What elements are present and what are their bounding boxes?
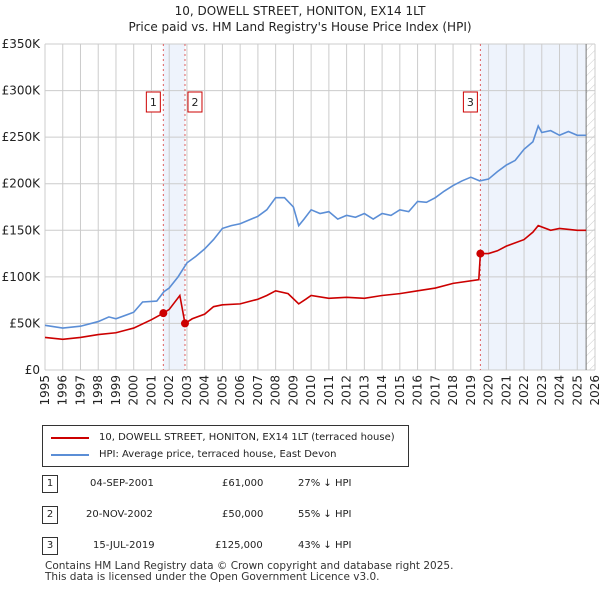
sale-point <box>476 249 485 258</box>
transaction-hpi: 43% ↓ HPI <box>298 540 352 551</box>
transaction-price: £125,000 <box>215 540 263 551</box>
x-tick-label: 2014 <box>375 375 389 406</box>
x-tick-label: 2015 <box>393 375 407 406</box>
y-tick-label: £350K <box>2 37 42 51</box>
x-tick-label: 2009 <box>286 375 300 406</box>
legend: 10, DOWELL STREET, HONITON, EX14 1LT (te… <box>42 425 409 467</box>
x-tick-label: 2006 <box>233 375 247 406</box>
x-tick-label: 2017 <box>428 375 442 406</box>
sale-point <box>180 319 189 328</box>
chart-title: 10, DOWELL STREET, HONITON, EX14 1LT <box>174 4 426 18</box>
legend-label: 10, DOWELL STREET, HONITON, EX14 1LT (te… <box>99 432 395 443</box>
y-tick-label: £300K <box>2 84 42 98</box>
x-tick-label: 2011 <box>322 375 336 406</box>
sale-label-box <box>187 91 203 113</box>
legend-swatch <box>51 436 89 439</box>
legend-swatch <box>51 453 89 456</box>
transaction-number: 2 <box>42 506 58 524</box>
x-tick-label: 2024 <box>553 375 567 406</box>
transaction-price: £61,000 <box>222 478 264 489</box>
series-line <box>44 123 587 329</box>
x-tick-label: 2026 <box>588 375 600 406</box>
transaction-date: 20-NOV-2002 <box>86 509 153 520</box>
legend-item-property: 10, DOWELL STREET, HONITON, EX14 1LT (te… <box>51 432 395 443</box>
x-tick-label: 2008 <box>269 375 283 406</box>
x-tick-label: 2022 <box>517 375 531 406</box>
x-tick-label: 1997 <box>73 375 87 406</box>
legend-label: HPI: Average price, terraced house, East… <box>99 449 337 460</box>
x-tick-label: 2005 <box>215 375 229 406</box>
transaction-date: 04-SEP-2001 <box>90 478 154 489</box>
x-tick-label: 1998 <box>91 375 105 406</box>
footer-copyright: Contains HM Land Registry data © Crown c… <box>45 560 454 572</box>
transaction-price: £50,000 <box>222 509 264 520</box>
y-tick-label: £200K <box>2 177 42 191</box>
x-tick-label: 1996 <box>56 375 70 406</box>
sale-label: 2 <box>191 96 198 109</box>
x-tick-label: 2000 <box>127 375 141 406</box>
x-tick-label: 2001 <box>144 375 158 406</box>
x-tick-label: 1995 <box>38 375 52 406</box>
forecast-hatch <box>586 44 595 370</box>
shaded-period <box>480 44 587 370</box>
x-tick-label: 2012 <box>340 375 354 406</box>
x-tick-label: 2007 <box>251 375 265 406</box>
x-tick-label: 2010 <box>304 375 318 406</box>
x-tick-label: 2016 <box>411 375 425 406</box>
price-chart: £0 £50K £100K £150K £200K £250K £300K £350K 1995… <box>2 37 600 406</box>
x-tick-label: 2019 <box>464 375 478 406</box>
x-tick-label: 2025 <box>570 375 584 406</box>
x-tick-label: 2020 <box>482 375 496 406</box>
sale-label: 1 <box>150 96 157 109</box>
chart-subtitle: Price paid vs. HM Land Registry's House … <box>128 20 472 34</box>
footer: Contains HM Land Registry data © Crown c… <box>45 561 453 583</box>
y-tick-label: £250K <box>2 130 42 144</box>
y-tick-label: £0 <box>25 363 40 377</box>
x-tick-label: 2003 <box>180 375 194 406</box>
x-tick-label: 2018 <box>446 375 460 406</box>
x-tick-label: 2004 <box>198 375 212 406</box>
x-tick-label: 2021 <box>499 375 513 406</box>
x-tick-label: 2002 <box>162 375 176 406</box>
x-tick-label: 1999 <box>109 375 123 406</box>
legend-item-hpi: HPI: Average price, terraced house, East… <box>51 449 336 460</box>
transaction-date: 15-JUL-2019 <box>93 540 155 551</box>
sale-label-box <box>145 91 161 113</box>
footer-licence: This data is licensed under the Open Gov… <box>45 571 380 583</box>
transaction-number: 3 <box>42 537 58 555</box>
x-tick-label: 2013 <box>357 375 371 406</box>
sale-label: 3 <box>467 96 474 109</box>
transaction-hpi: 55% ↓ HPI <box>298 509 352 520</box>
sale-point <box>159 309 168 318</box>
sale-label-box <box>462 91 478 113</box>
y-tick-label: £100K <box>2 270 42 284</box>
x-tick-label: 2023 <box>535 375 549 406</box>
y-tick-label: £50K <box>9 316 41 330</box>
transaction-hpi: 27% ↓ HPI <box>298 478 352 489</box>
transaction-number: 1 <box>42 475 58 493</box>
y-tick-label: £150K <box>2 223 42 237</box>
